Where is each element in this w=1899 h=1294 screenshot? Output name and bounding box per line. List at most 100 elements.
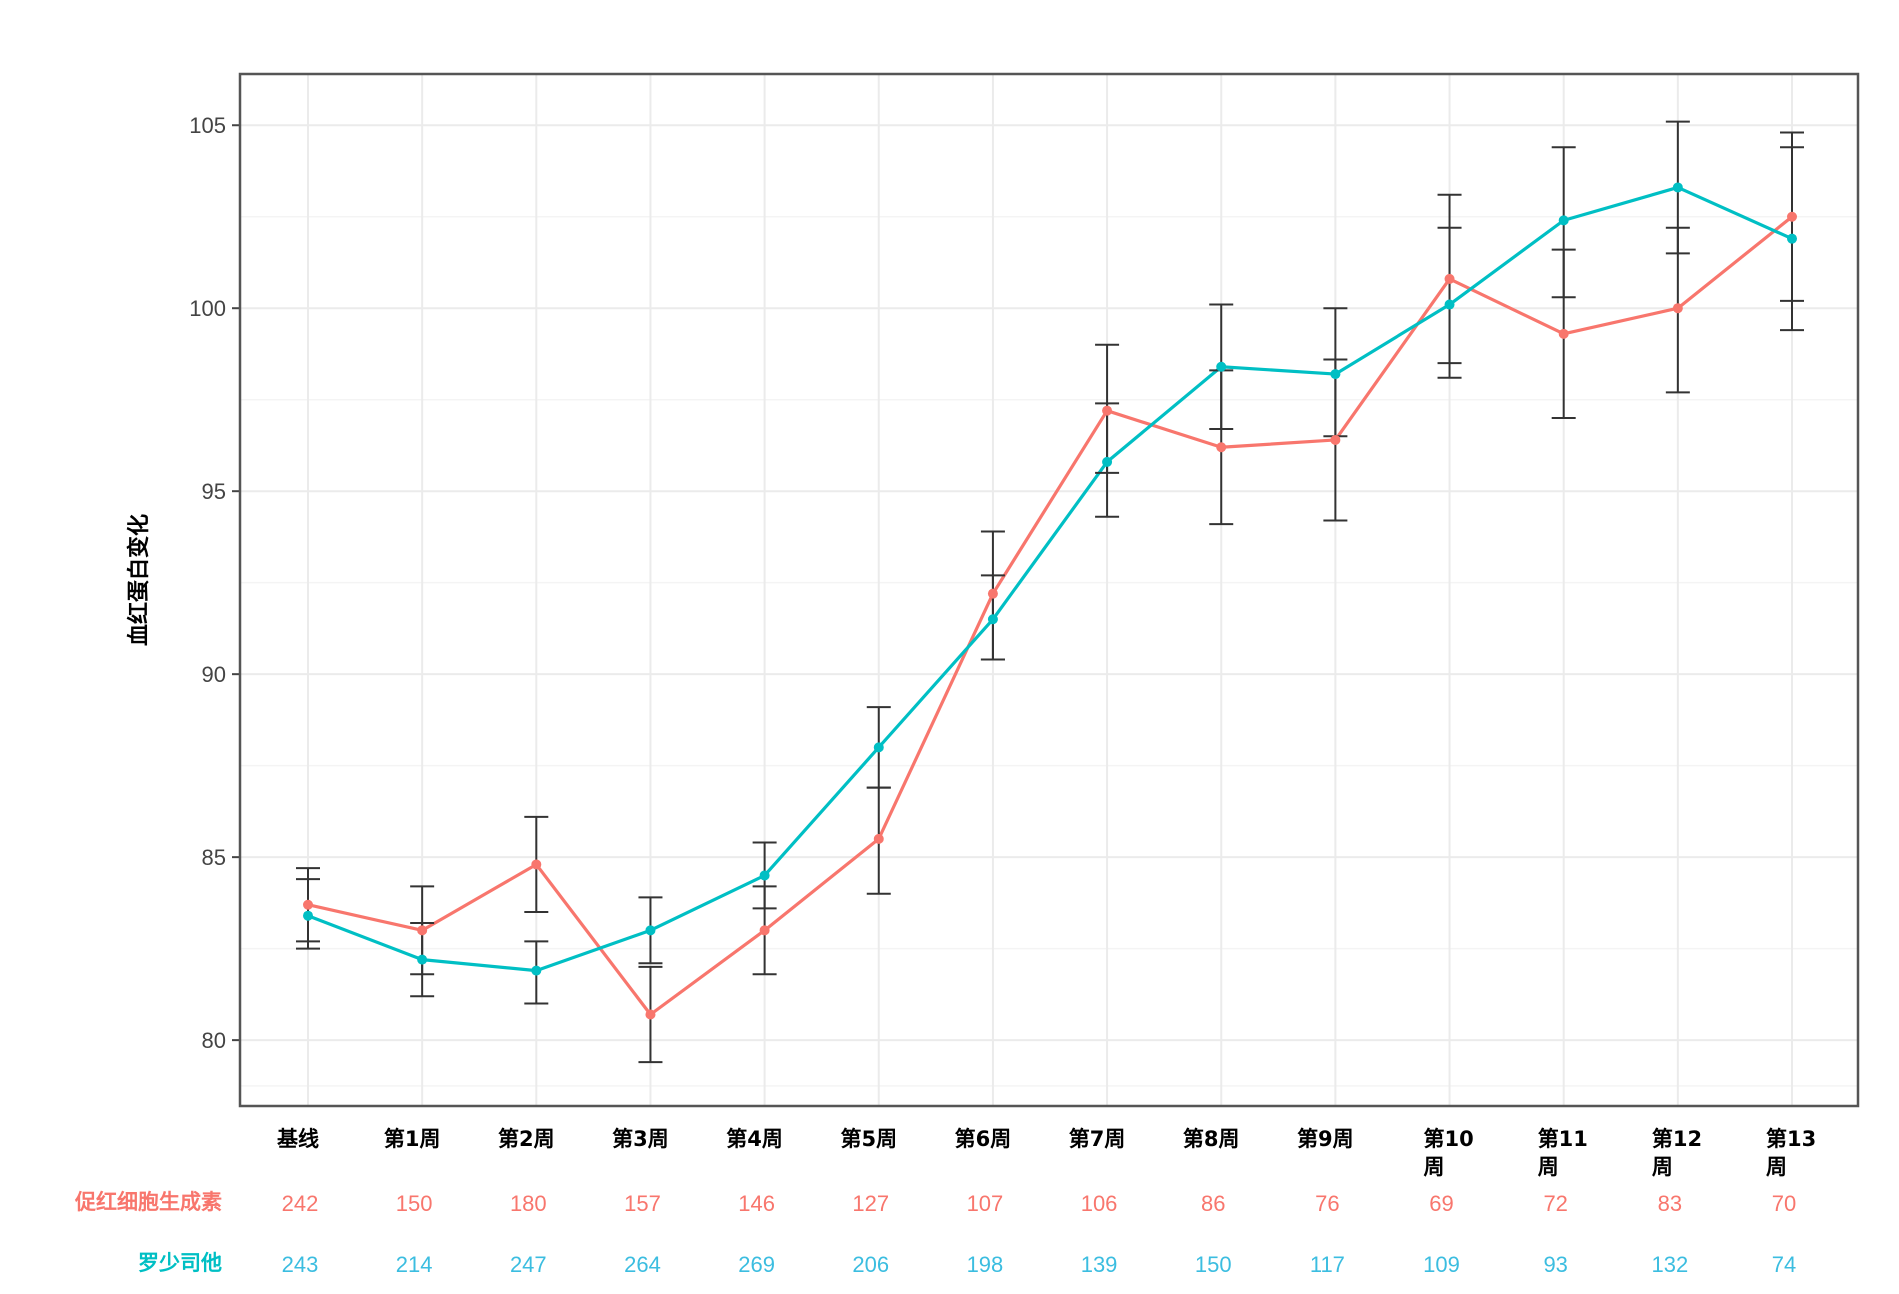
data-point-epo	[1330, 434, 1341, 445]
x-tick-label-line: 第12	[1652, 1127, 1702, 1151]
x-tick-label-line: 第9周	[1297, 1127, 1354, 1151]
risk-count-rox: 214	[396, 1252, 433, 1277]
risk-count-rox: 243	[282, 1252, 319, 1277]
x-tick-label-line: 周	[1766, 1155, 1787, 1179]
risk-count-rox: 264	[624, 1252, 661, 1277]
data-point-epo	[645, 1009, 656, 1020]
data-point-rox	[417, 954, 428, 965]
x-tick-label-line: 基线	[277, 1127, 319, 1151]
x-tick-label-line: 第4周	[726, 1127, 783, 1151]
risk-count-rox: 74	[1772, 1252, 1796, 1277]
risk-count-epo: 106	[1081, 1191, 1118, 1216]
x-tick-label: 第1周	[384, 1127, 441, 1151]
data-point-epo	[873, 833, 884, 844]
data-series	[307, 185, 1794, 1017]
data-point-epo	[1102, 405, 1113, 416]
x-tick-label: 第4周	[726, 1127, 783, 1151]
risk-count-rox: 206	[852, 1252, 889, 1277]
data-point-epo	[759, 925, 770, 936]
x-tick-label: 第2周	[498, 1127, 555, 1151]
data-point-epo	[1444, 273, 1455, 284]
x-tick-label-line: 第2周	[498, 1127, 555, 1151]
x-tick-label: 第12 周	[1652, 1127, 1702, 1179]
risk-count-epo: 180	[510, 1191, 547, 1216]
risk-count-rox: 132	[1651, 1252, 1688, 1277]
risk-count-rox: 247	[510, 1252, 547, 1277]
x-tick-label: 第13 周	[1766, 1127, 1816, 1179]
plot-frame	[238, 72, 1860, 1108]
data-point-rox	[1787, 233, 1797, 244]
risk-count-epo: 76	[1315, 1191, 1339, 1216]
data-point-rox	[1330, 369, 1341, 380]
error-bars	[296, 120, 1804, 1064]
data-point-rox	[759, 870, 770, 881]
y-tick-label: 85	[202, 845, 226, 870]
data-point-epo	[1216, 442, 1227, 453]
x-tick-label-line: 第1周	[384, 1127, 441, 1151]
risk-row-label-rox: 罗少司他	[138, 1251, 222, 1275]
risk-count-epo: 70	[1772, 1191, 1796, 1216]
y-tick-label: 80	[202, 1028, 226, 1053]
data-point-epo	[1787, 211, 1797, 222]
risk-count-epo: 83	[1658, 1191, 1682, 1216]
x-tick-label: 第10 周	[1424, 1127, 1474, 1179]
x-tick-label-line: 第5周	[840, 1127, 897, 1151]
data-point-epo	[1558, 328, 1569, 339]
x-tick-label: 第9周	[1297, 1127, 1354, 1151]
data-point-epo	[1672, 303, 1683, 314]
risk-count-epo: 86	[1201, 1191, 1225, 1216]
x-tick-label-line: 第10	[1424, 1127, 1474, 1151]
data-point-rox	[1672, 182, 1683, 193]
y-axis-ticks: 80 85 90 95 100 105	[189, 113, 240, 1053]
data-point-epo	[417, 925, 428, 936]
x-tick-label-line: 第6周	[955, 1127, 1012, 1151]
data-point-rox	[1558, 215, 1569, 226]
x-tick-label: 第7周	[1069, 1127, 1126, 1151]
risk-count-rox: 93	[1543, 1252, 1567, 1277]
risk-count-rox: 139	[1081, 1252, 1118, 1277]
risk-count-epo: 69	[1429, 1191, 1453, 1216]
x-tick-label: 基线	[277, 1127, 319, 1151]
risk-count-rox: 117	[1310, 1252, 1345, 1277]
risk-count-rox: 109	[1423, 1252, 1460, 1277]
y-tick-label: 90	[202, 662, 226, 687]
data-point-rox	[987, 614, 998, 625]
data-point-epo	[531, 859, 542, 870]
risk-row-label-epo: 促红细胞生成素	[74, 1190, 222, 1214]
x-tick-label-line: 第7周	[1069, 1127, 1126, 1151]
risk-count-epo: 146	[738, 1191, 775, 1216]
x-tick-label-line: 第3周	[612, 1127, 669, 1151]
y-tick-label: 105	[189, 113, 226, 138]
risk-count-epo: 150	[396, 1191, 433, 1216]
y-axis-label: 血红蛋白变化	[126, 514, 152, 646]
x-tick-label-line: 周	[1652, 1155, 1673, 1179]
x-tick-label: 第3周	[612, 1127, 669, 1151]
x-tick-label: 第8周	[1183, 1127, 1240, 1151]
data-point-epo	[303, 899, 313, 910]
data-points	[303, 182, 1797, 1020]
grid	[240, 74, 1858, 1106]
data-point-rox	[1444, 299, 1455, 310]
risk-table: 促红细胞生成素 242 150 180 157 146 127 107 106 86 76 69 72 8…	[74, 1190, 1796, 1277]
data-point-rox	[531, 965, 542, 976]
risk-count-epo: 242	[282, 1191, 319, 1216]
risk-count-epo: 127	[852, 1191, 889, 1216]
x-tick-label: 第6周	[955, 1127, 1012, 1151]
risk-count-epo: 72	[1543, 1191, 1567, 1216]
x-tick-label-line: 周	[1424, 1155, 1445, 1179]
data-point-rox	[873, 742, 884, 753]
risk-count-epo: 107	[967, 1191, 1004, 1216]
data-point-epo	[987, 588, 998, 599]
x-tick-label: 第5周	[840, 1127, 897, 1151]
series-line-rox	[307, 185, 1793, 973]
y-tick-label: 95	[202, 479, 226, 504]
x-tick-label-line: 周	[1538, 1155, 1559, 1179]
risk-count-rox: 269	[738, 1252, 775, 1277]
x-tick-label-line: 第8周	[1183, 1127, 1240, 1151]
data-point-rox	[645, 925, 656, 936]
risk-count-rox: 198	[967, 1252, 1004, 1277]
data-point-rox	[303, 910, 313, 921]
series-line-epo	[307, 215, 1794, 1017]
